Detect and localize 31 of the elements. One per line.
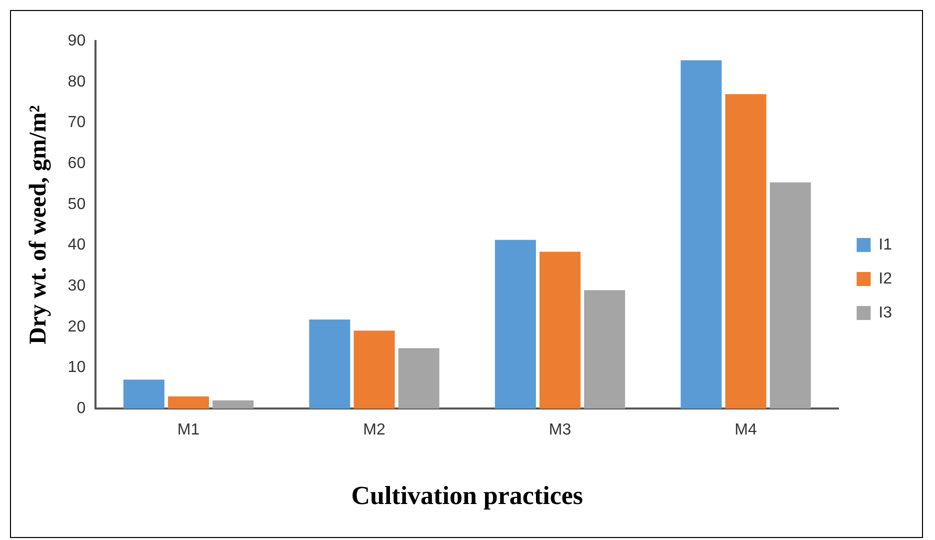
legend-label: I3 (878, 304, 892, 322)
y-tick-label: 40 (68, 236, 86, 254)
bar (725, 94, 766, 409)
bar (398, 348, 440, 409)
y-tick-label: 80 (68, 73, 86, 90)
x-tick-label: M1 (177, 422, 200, 439)
bar (770, 182, 811, 409)
x-axis-title: Cultivation practices (351, 481, 584, 510)
bar (354, 330, 395, 409)
x-tick-label: M2 (363, 422, 386, 439)
legend-label: I1 (878, 236, 892, 254)
bar (168, 396, 209, 409)
x-tick-label: M4 (734, 422, 757, 439)
legend-label: I2 (878, 270, 892, 288)
bar (309, 320, 350, 409)
bar (680, 60, 722, 409)
bar (540, 252, 581, 409)
bar (584, 290, 626, 409)
y-tick-label: 30 (68, 277, 86, 294)
y-tick-label: 0 (76, 400, 86, 418)
bar (494, 240, 536, 409)
y-tick-label: 70 (68, 114, 86, 132)
y-tick-label: 60 (68, 154, 86, 172)
y-tick-label: 90 (68, 32, 86, 50)
y-axis-title: Dry wt. of weed, gm/m² (26, 105, 52, 344)
y-tick-label: 20 (68, 318, 86, 336)
y-tick-label: 10 (68, 359, 86, 376)
bar (212, 400, 254, 409)
x-tick-label: M3 (548, 422, 572, 439)
y-tick-label: 50 (68, 196, 86, 213)
bar (123, 380, 164, 409)
